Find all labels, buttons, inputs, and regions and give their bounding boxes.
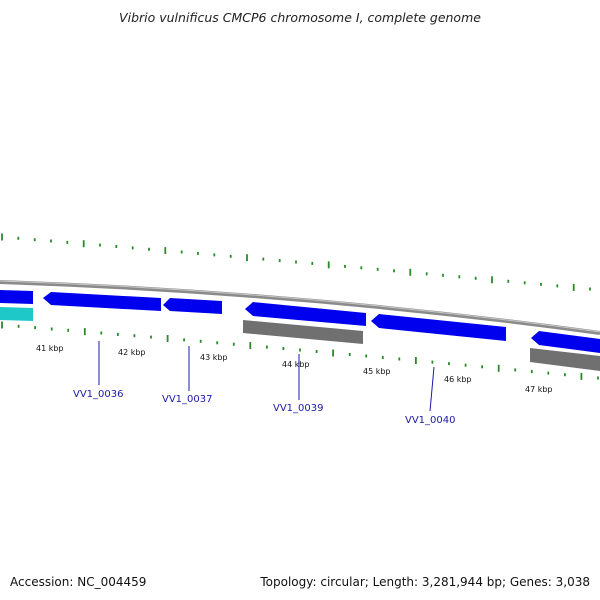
chromosome-backbone-highlight	[0, 280, 600, 333]
scale-labels: 41 kbp 42 kbp 43 kbp 44 kbp 45 kbp 46 kb…	[36, 344, 553, 394]
accession-value: NC_004459	[77, 575, 147, 589]
outer-tick-ring	[1, 233, 591, 291]
kbp-label: 47 kbp	[525, 385, 553, 394]
kbp-label: 44 kbp	[282, 360, 310, 369]
reverse-gene-track	[0, 307, 600, 371]
reverse-gene[interactable]	[243, 320, 363, 344]
other-feature[interactable]	[0, 307, 33, 321]
kbp-label: 42 kbp	[118, 348, 146, 357]
kbp-label: 41 kbp	[36, 344, 64, 353]
forward-gene[interactable]	[43, 292, 161, 311]
kbp-label: 46 kbp	[444, 375, 472, 384]
forward-gene[interactable]	[371, 314, 506, 341]
reverse-gene[interactable]	[530, 348, 600, 371]
gene-label-vv1-0039[interactable]: VV1_0039	[273, 403, 324, 414]
gene-label-vv1-0040[interactable]: VV1_0040	[405, 415, 456, 426]
accession-info: Accession: NC_004459	[10, 575, 146, 589]
chromosome-backbone	[0, 280, 600, 335]
forward-gene[interactable]	[245, 302, 366, 326]
forward-gene-track	[0, 290, 600, 353]
gene-label-vv1-0036[interactable]: VV1_0036	[73, 389, 124, 400]
accession-label: Accession:	[10, 575, 74, 589]
forward-gene[interactable]	[163, 298, 222, 314]
gene-label-vv1-0037[interactable]: VV1_0037	[162, 394, 213, 405]
gene-callout-line	[429, 366, 435, 412]
kbp-label: 45 kbp	[363, 367, 391, 376]
gene-labels: VV1_0036 VV1_0037 VV1_0039 VV1_0040	[73, 389, 456, 426]
forward-gene[interactable]	[0, 290, 33, 304]
gene-callouts	[98, 341, 435, 412]
map-title: Vibrio vulnificus CMCP6 chromosome I, co…	[119, 10, 481, 25]
forward-gene[interactable]	[531, 331, 600, 353]
genome-summary: Topology: circular; Length: 3,281,944 bp…	[260, 575, 590, 589]
kbp-label: 43 kbp	[200, 353, 228, 362]
inner-tick-ring	[1, 321, 599, 380]
